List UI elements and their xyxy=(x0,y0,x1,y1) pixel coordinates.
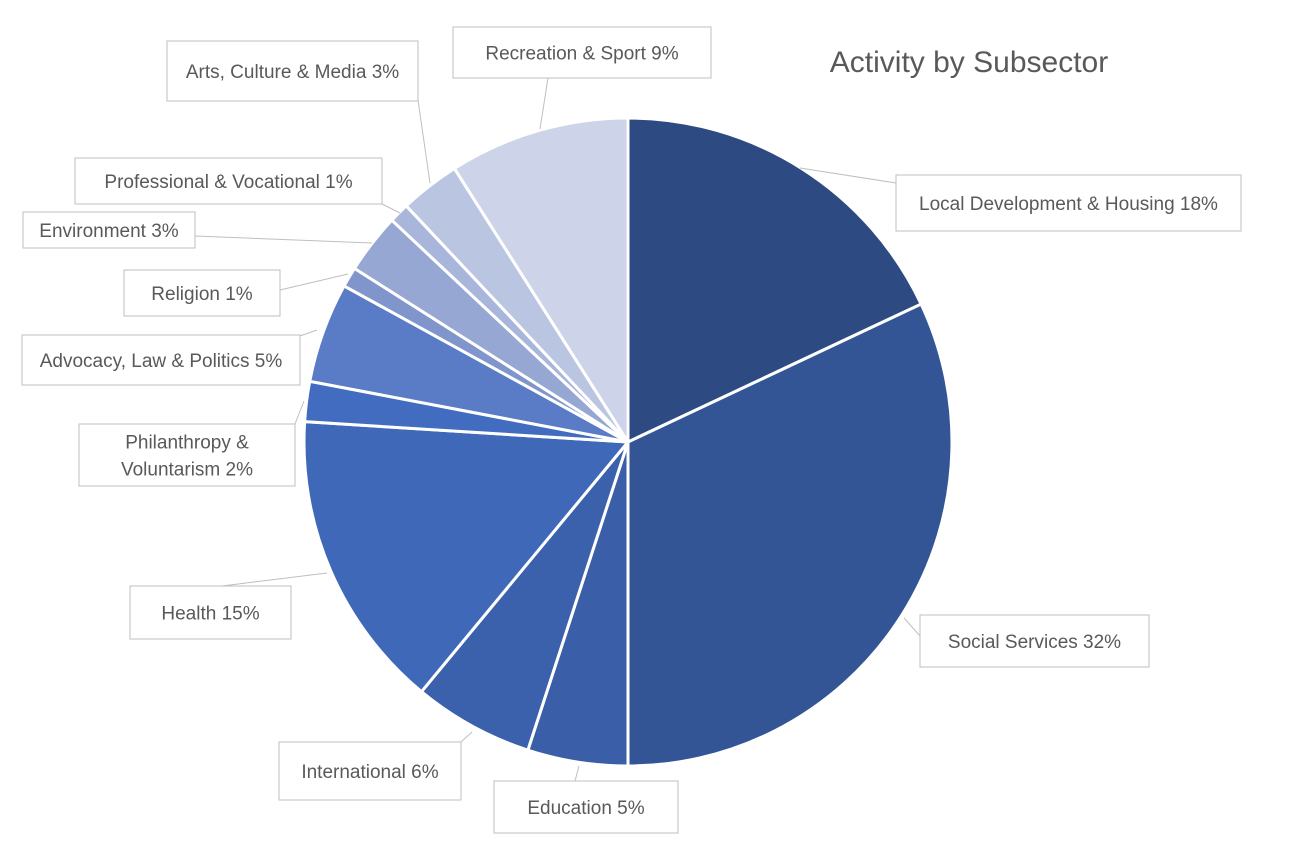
data-label-box xyxy=(78,423,296,487)
data-label-box xyxy=(166,40,419,102)
data-label-text: Environment 3% xyxy=(39,221,179,242)
pie-slice-social-services xyxy=(626,302,954,768)
data-label-text: Local Development & Housing 18% xyxy=(919,194,1218,215)
data-label-box xyxy=(919,614,1150,668)
data-label-box xyxy=(123,269,281,317)
data-label-box xyxy=(452,26,712,79)
data-label-education: Education 5% xyxy=(493,780,679,834)
data-label-box xyxy=(129,585,292,640)
data-label-professional-and-vocational: Professional & Vocational 1% xyxy=(74,157,383,205)
data-label-text: Religion 1% xyxy=(151,284,252,305)
data-label-advocacy-law-and-politics: Advocacy, Law & Politics 5% xyxy=(21,334,301,386)
data-label-recreation-and-sport: Recreation & Sport 9% xyxy=(452,26,712,79)
leader-line-professional-and-vocational xyxy=(381,203,401,214)
leader-line-education xyxy=(574,765,580,782)
data-label-text: Professional & Vocational 1% xyxy=(104,172,352,193)
pie-slice-health xyxy=(302,420,630,694)
data-label-environment: Environment 3% xyxy=(22,211,196,249)
data-label-text: Philanthropy & Voluntarism 2% xyxy=(121,433,253,481)
data-label-text: Recreation & Sport 9% xyxy=(485,44,678,65)
data-label-box xyxy=(21,334,301,386)
pie-slice-recreation-and-sport xyxy=(452,116,630,444)
data-label-health: Health 15% xyxy=(129,585,292,640)
data-label-social-services: Social Services 32% xyxy=(919,614,1150,668)
data-label-box xyxy=(278,741,462,801)
leader-line-international xyxy=(460,731,473,743)
data-label-text: International 6% xyxy=(301,762,438,783)
data-label-text: Health 15% xyxy=(161,604,259,625)
data-label-text: Advocacy, Law & Politics 5% xyxy=(40,351,283,372)
chart-title: Activity by Subsector xyxy=(830,46,1108,79)
leader-line-local-development-and-housing xyxy=(799,167,897,184)
slices-layer xyxy=(302,116,954,768)
data-labels: Local Development & Housing 18% Social Se… xyxy=(21,26,1242,834)
leader-line-advocacy-law-and-politics xyxy=(299,329,318,337)
data-label-philanthropy-and-voluntarism: Philanthropy & Voluntarism 2% xyxy=(78,423,296,487)
data-label-religion: Religion 1% xyxy=(123,269,281,317)
leader-line-health xyxy=(221,572,328,587)
pie-slice-international xyxy=(419,440,630,752)
leader-lines xyxy=(194,77,921,782)
data-label-box xyxy=(493,780,679,834)
data-label-local-development-and-housing: Local Development & Housing 18% xyxy=(895,174,1242,232)
data-label-text: Social Services 32% xyxy=(948,632,1121,653)
leader-line-arts-culture-and-media xyxy=(417,99,431,184)
data-label-arts-culture-and-media: Arts, Culture & Media 3% xyxy=(166,40,419,102)
data-label-text: Arts, Culture & Media 3% xyxy=(186,62,399,83)
leader-line-philanthropy-and-voluntarism xyxy=(294,400,305,425)
data-label-box xyxy=(74,157,383,205)
leader-line-religion xyxy=(279,273,349,291)
data-label-box xyxy=(895,174,1242,232)
leader-line-social-services xyxy=(903,617,921,637)
leader-line-environment xyxy=(194,235,373,244)
leader-line-recreation-and-sport xyxy=(539,77,549,130)
data-label-text: Education 5% xyxy=(527,798,644,819)
data-label-international: International 6% xyxy=(278,741,462,801)
data-label-box xyxy=(22,211,196,249)
